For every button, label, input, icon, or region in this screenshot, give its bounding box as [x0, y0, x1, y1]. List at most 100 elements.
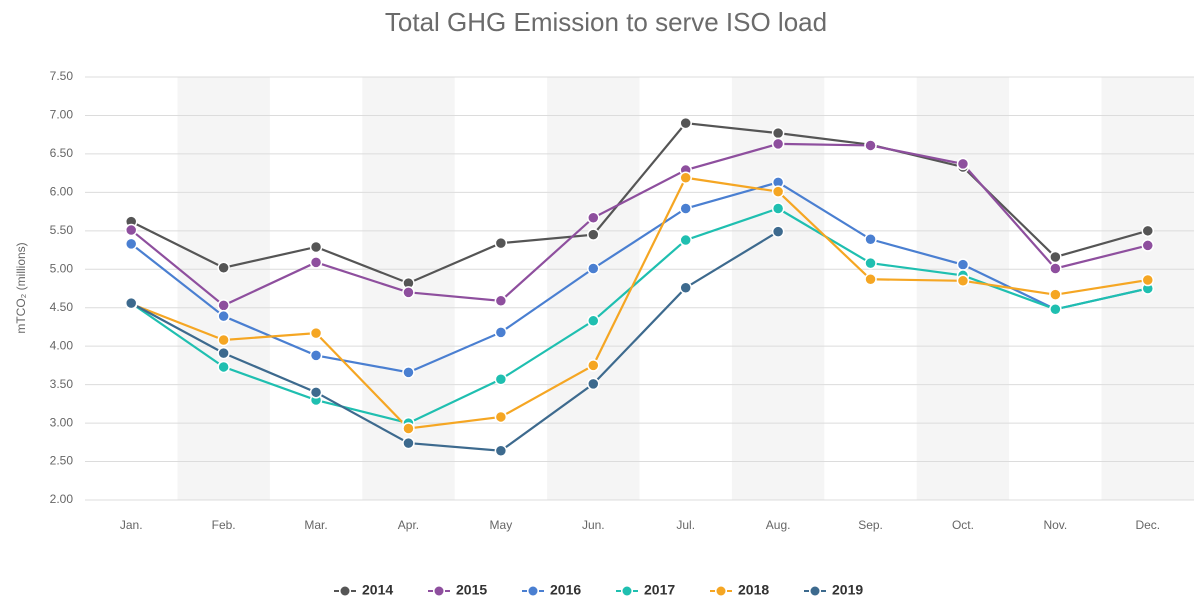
point: [587, 377, 600, 391]
legend-label: 2014: [362, 582, 393, 598]
series-line: [130, 207, 1149, 425]
point: [864, 273, 877, 286]
y-tick-label: 3.00: [50, 415, 74, 429]
point: [771, 225, 785, 238]
point: [124, 223, 138, 237]
point: [494, 373, 508, 386]
x-tick-label: May: [490, 518, 513, 532]
point: [402, 286, 415, 299]
point: [679, 281, 692, 294]
point: [587, 262, 600, 275]
x-tick-label: Dec.: [1135, 518, 1160, 532]
y-axis-label: mTCO₂ (millions): [14, 242, 28, 333]
point: [309, 386, 323, 399]
legend-label: 2019: [832, 582, 863, 598]
point: [1141, 239, 1155, 252]
point: [217, 346, 230, 360]
y-tick-label: 2.50: [50, 454, 74, 468]
legend-swatch-dot: [528, 586, 538, 596]
point: [1049, 303, 1062, 316]
point: [1049, 262, 1062, 275]
y-tick-label: 7.50: [50, 69, 74, 83]
series-line: [130, 181, 1149, 374]
point: [771, 202, 785, 215]
series-line: [130, 176, 1148, 430]
x-tick-label: Jun.: [582, 518, 605, 532]
legend-swatch-dot: [340, 586, 350, 596]
point: [309, 326, 323, 340]
point: [309, 256, 323, 269]
band-shade: [177, 77, 270, 500]
x-tick-label: Feb.: [212, 518, 236, 532]
legend-label: 2017: [644, 582, 675, 598]
point: [494, 410, 508, 424]
point: [771, 185, 785, 198]
point: [494, 444, 508, 458]
legend-label: 2018: [738, 582, 769, 598]
band-shade: [547, 77, 640, 500]
legend-swatch-dot: [434, 586, 444, 596]
legend-item: 2018: [710, 582, 769, 598]
y-tick-label: 7.00: [50, 108, 74, 122]
y-tick-label: 6.00: [50, 185, 74, 199]
point: [679, 116, 692, 130]
point: [956, 274, 970, 288]
y-tick-label: 2.00: [50, 492, 74, 506]
chart-title: Total GHG Emission to serve ISO load: [385, 7, 827, 37]
point: [864, 256, 877, 270]
point: [587, 228, 600, 241]
y-tick-label: 5.50: [50, 223, 74, 237]
x-tick-label: Apr.: [398, 518, 419, 532]
x-tick-label: Jan.: [120, 518, 143, 532]
legend-label: 2016: [550, 582, 581, 598]
point: [494, 326, 508, 339]
point: [864, 139, 877, 152]
point: [217, 360, 230, 374]
point: [587, 211, 600, 224]
legend-item: 2019: [804, 582, 863, 598]
point: [1049, 250, 1062, 264]
point: [1141, 273, 1155, 287]
point: [1141, 224, 1155, 238]
x-tick-label: Aug.: [766, 518, 791, 532]
point: [309, 349, 323, 362]
point: [956, 258, 970, 271]
legend-item: 2017: [616, 582, 675, 598]
point: [587, 359, 600, 372]
y-tick-label: 4.00: [50, 338, 74, 352]
series-line: [130, 230, 779, 452]
legend-item: 2015: [428, 582, 487, 598]
legend-swatch-dot: [716, 586, 726, 596]
series-line: [130, 142, 1149, 307]
point: [494, 294, 508, 308]
x-tick-label: Oct.: [952, 518, 974, 532]
y-tick-label: 6.50: [50, 146, 74, 160]
point: [402, 436, 415, 450]
point: [217, 309, 230, 323]
legend-swatch-dot: [810, 586, 820, 596]
legend-item: 2016: [522, 582, 581, 598]
point: [679, 202, 692, 215]
point: [217, 333, 230, 347]
y-tick-label: 4.50: [50, 300, 74, 314]
point: [587, 314, 600, 328]
point: [217, 261, 230, 274]
point: [956, 157, 970, 171]
point: [679, 171, 692, 185]
point: [217, 299, 230, 312]
point: [124, 296, 138, 310]
legend-swatch-dot: [622, 586, 632, 596]
y-tick-label: 5.00: [50, 261, 74, 275]
legend-label: 2015: [456, 582, 487, 598]
legend-item: 2014: [334, 582, 393, 598]
point: [402, 422, 415, 435]
point: [771, 126, 785, 140]
point: [402, 366, 415, 379]
point: [771, 137, 785, 151]
point: [864, 233, 877, 246]
point: [679, 233, 692, 247]
point: [309, 240, 323, 254]
point: [494, 236, 508, 250]
x-tick-label: Nov.: [1043, 518, 1067, 532]
